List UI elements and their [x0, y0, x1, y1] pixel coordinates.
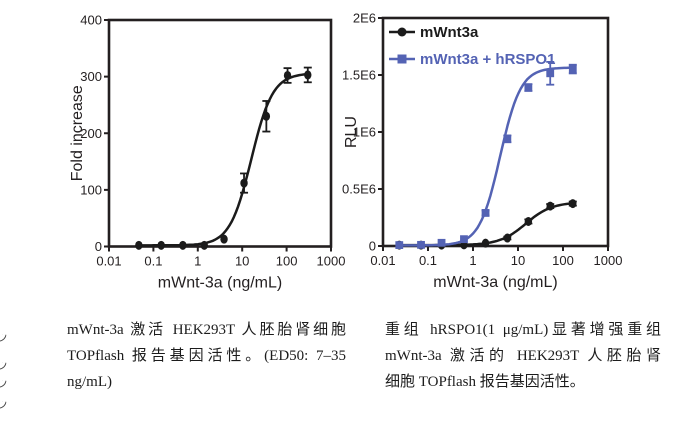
y-tick-label: 1.5E6 — [342, 68, 376, 83]
plot-frame — [107, 18, 333, 248]
x-tick-label: 10 — [511, 253, 525, 268]
legend-label: mWnt3a — [420, 24, 479, 41]
caption-left-line: ng/mL) — [67, 374, 112, 390]
data-point-square — [546, 69, 555, 78]
y-axis-title: Fold increase — [69, 85, 86, 181]
y-tick-label: 1E6 — [353, 125, 376, 140]
x-axis-title: mWnt-3a (ng/mL) — [433, 274, 557, 291]
clipped-character-fragment — [0, 400, 7, 410]
data-point-circle — [262, 111, 271, 121]
y-tick-label: 0.5E6 — [342, 182, 376, 197]
clipped-character-fragment — [0, 379, 7, 389]
caption-right-line: 细胞 TOPflash 报告基因活性。 — [385, 374, 585, 390]
x-tick-label: 0.1 — [144, 254, 162, 269]
x-tick-label: 0.01 — [96, 254, 121, 269]
caption-right-line: mWnt-3a 激活的 HEK293T 人胚胎肾 — [385, 348, 661, 364]
data-point-square — [503, 134, 512, 143]
data-point-square — [481, 209, 490, 217]
y-tick-label: 300 — [80, 69, 102, 84]
caption-right: 重组 hRSPO1(1 μg/mL)显著增强重组 mWnt-3a 激活的 HEK… — [385, 317, 661, 395]
data-point-square — [568, 65, 577, 73]
x-tick-label: 100 — [552, 253, 574, 268]
series-curve — [398, 66, 575, 247]
x-tick-label: 1 — [194, 254, 201, 269]
data-point-square — [524, 83, 533, 92]
x-tick-label: 1000 — [317, 254, 346, 269]
data-point-circle — [569, 199, 577, 209]
data-point-square — [395, 241, 404, 249]
data-point-circle — [283, 70, 292, 80]
chart-fold-increase: 0.01 0.1 1 10 100 1000 0 100 200 300 400 mWnt-3a (n… — [69, 13, 346, 292]
y-tick-label: 0 — [369, 239, 376, 254]
x-tick-label: 10 — [235, 254, 249, 269]
caption-left-line: mWnt-3a 激活 HEK293T 人胚胎肾细胞 — [67, 322, 346, 338]
y-tick-label: 400 — [80, 13, 102, 28]
chart-rlu: 0.01 0.1 1 10 100 1000 0 0.5E6 1E6 1.5E6 2E6 mWnt-3… — [342, 11, 623, 292]
data-point-circle — [503, 233, 512, 243]
x-tick-label: 1000 — [594, 253, 623, 268]
x-tick-label: 100 — [276, 254, 298, 269]
series-curve — [137, 72, 310, 247]
data-point-circle — [157, 240, 165, 250]
caption-left: mWnt-3a 激活 HEK293T 人胚胎肾细胞 TOPflash 报告基因活… — [67, 317, 346, 395]
caption-left-line: TOPflash 报告基因活性。(ED50: 7–35 — [67, 348, 346, 364]
legend-marker-square — [397, 54, 407, 64]
y-tick-label: 0 — [95, 239, 102, 254]
data-point-circle — [179, 240, 187, 250]
clipped-character-fragment — [0, 333, 7, 343]
legend-marker-circle — [397, 27, 407, 37]
data-point-circle — [220, 234, 228, 244]
clipped-character-fragment — [0, 361, 7, 371]
data-point-circle — [304, 70, 312, 80]
data-point-square — [437, 238, 446, 247]
data-point-circle — [481, 238, 490, 248]
data-point-circle — [200, 240, 208, 250]
y-tick-label: 100 — [80, 182, 102, 197]
x-tick-label: 0.1 — [419, 253, 437, 268]
x-tick-label: 1 — [469, 253, 476, 268]
data-point-circle — [524, 216, 533, 226]
x-axis-title: mWnt-3a (ng/mL) — [158, 275, 282, 292]
data-point-circle — [135, 240, 143, 250]
y-axis-title: RLU — [343, 116, 360, 148]
caption-right-line: 重组 hRSPO1(1 μg/mL)显著增强重组 — [385, 322, 661, 338]
legend-label: mWnt3a + hRSPO1 — [420, 51, 555, 68]
data-point-circle — [240, 178, 248, 188]
data-point-circle — [546, 201, 554, 211]
y-tick-label: 200 — [80, 126, 102, 141]
y-tick-label: 2E6 — [353, 11, 376, 26]
data-point-square — [460, 235, 468, 244]
data-point-square — [417, 240, 425, 249]
x-tick-label: 0.01 — [370, 253, 395, 268]
